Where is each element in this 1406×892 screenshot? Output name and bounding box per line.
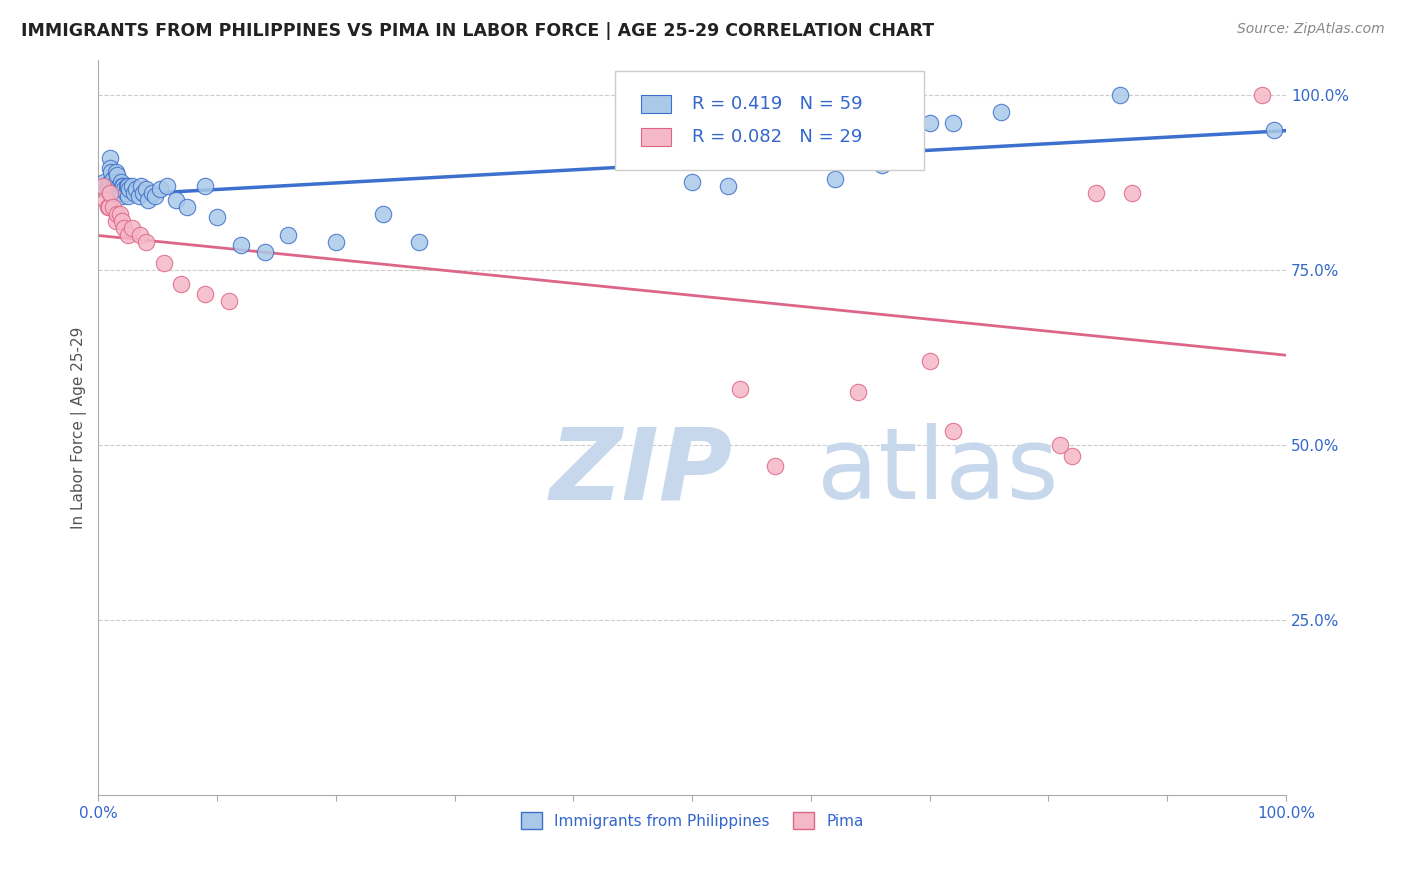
Point: [117, 227, 139, 242]
Point: [141, 186, 163, 200]
Point: [218, 294, 240, 309]
Point: [114, 220, 136, 235]
Point: [918, 116, 941, 130]
Point: [108, 207, 131, 221]
Point: [114, 186, 136, 200]
Point: [129, 227, 152, 242]
Point: [170, 277, 193, 291]
Point: [112, 178, 135, 193]
Point: [103, 178, 125, 193]
Point: [848, 385, 870, 400]
Point: [194, 287, 217, 301]
Point: [117, 178, 139, 193]
Point: [98, 175, 121, 189]
Point: [105, 207, 128, 221]
Text: R = 0.082   N = 29: R = 0.082 N = 29: [692, 128, 862, 146]
Point: [763, 458, 786, 473]
Point: [100, 165, 122, 179]
Point: [1062, 449, 1084, 463]
Point: [97, 200, 120, 214]
Point: [111, 214, 134, 228]
Point: [101, 171, 124, 186]
Point: [125, 182, 148, 196]
Point: [194, 178, 217, 193]
Point: [990, 105, 1012, 120]
Point: [176, 200, 198, 214]
Point: [1108, 87, 1130, 102]
Point: [1049, 438, 1071, 452]
Point: [1121, 186, 1143, 200]
Point: [717, 178, 740, 193]
Point: [156, 178, 179, 193]
Point: [105, 165, 128, 179]
Point: [129, 178, 152, 193]
Point: [918, 354, 941, 368]
Point: [105, 175, 128, 189]
Point: [114, 182, 136, 196]
Point: [681, 175, 703, 189]
Point: [132, 186, 155, 200]
Point: [135, 235, 157, 249]
Point: [98, 186, 121, 200]
Point: [143, 189, 166, 203]
Point: [728, 382, 751, 396]
Point: [229, 238, 252, 252]
Legend: Immigrants from Philippines, Pima: Immigrants from Philippines, Pima: [515, 805, 870, 836]
Point: [253, 245, 276, 260]
Point: [91, 178, 114, 193]
Point: [136, 193, 159, 207]
Point: [1263, 122, 1285, 136]
Point: [149, 182, 172, 196]
Text: atlas: atlas: [817, 423, 1059, 520]
Point: [111, 178, 134, 193]
Point: [93, 175, 115, 189]
Point: [98, 186, 121, 200]
Point: [325, 235, 347, 249]
FancyBboxPatch shape: [641, 128, 671, 146]
Point: [98, 151, 121, 165]
Point: [98, 161, 121, 176]
Point: [105, 168, 128, 182]
Point: [205, 211, 228, 225]
FancyBboxPatch shape: [641, 95, 671, 113]
Point: [408, 235, 430, 249]
Point: [135, 182, 157, 196]
Point: [942, 116, 965, 130]
Point: [824, 171, 846, 186]
Point: [165, 193, 187, 207]
Point: [104, 182, 127, 196]
Point: [1251, 87, 1274, 102]
Text: ZIP: ZIP: [550, 423, 733, 520]
Point: [942, 424, 965, 438]
Point: [101, 200, 124, 214]
Point: [105, 186, 128, 200]
Point: [122, 186, 145, 200]
FancyBboxPatch shape: [614, 70, 924, 170]
Point: [110, 175, 132, 189]
Point: [121, 220, 143, 235]
Point: [96, 178, 118, 193]
Point: [118, 182, 141, 196]
Point: [277, 227, 299, 242]
Point: [111, 189, 134, 203]
Point: [115, 178, 138, 193]
Point: [373, 207, 395, 221]
Point: [870, 158, 893, 172]
Point: [97, 182, 120, 196]
Text: Source: ZipAtlas.com: Source: ZipAtlas.com: [1237, 22, 1385, 37]
Point: [98, 186, 121, 200]
Point: [94, 193, 117, 207]
Text: IMMIGRANTS FROM PHILIPPINES VS PIMA IN LABOR FORCE | AGE 25-29 CORRELATION CHART: IMMIGRANTS FROM PHILIPPINES VS PIMA IN L…: [21, 22, 934, 40]
Point: [128, 189, 150, 203]
Point: [152, 256, 174, 270]
Point: [108, 186, 131, 200]
Text: R = 0.419   N = 59: R = 0.419 N = 59: [692, 95, 863, 112]
Point: [117, 189, 139, 203]
Point: [121, 178, 143, 193]
Point: [1084, 186, 1107, 200]
Point: [105, 214, 128, 228]
Y-axis label: In Labor Force | Age 25-29: In Labor Force | Age 25-29: [72, 326, 87, 529]
Point: [98, 200, 121, 214]
Point: [107, 178, 129, 193]
